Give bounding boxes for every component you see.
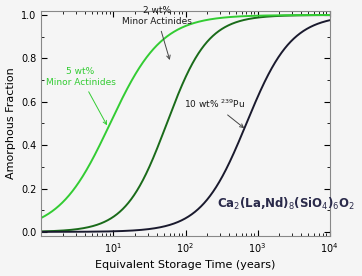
Text: Ca$_2$(La,Nd)$_8$(SiO$_4$)$_6$O$_2$: Ca$_2$(La,Nd)$_8$(SiO$_4$)$_6$O$_2$ [217,196,355,212]
Text: 2 wt%
Minor Actinides: 2 wt% Minor Actinides [122,6,192,59]
Text: 10 wt% $^{239}$Pu: 10 wt% $^{239}$Pu [184,98,245,128]
X-axis label: Equivalent Storage Time (years): Equivalent Storage Time (years) [95,261,276,270]
Text: 5 wt%
Minor Actinides: 5 wt% Minor Actinides [46,67,115,124]
Y-axis label: Amorphous Fraction: Amorphous Fraction [5,68,16,179]
